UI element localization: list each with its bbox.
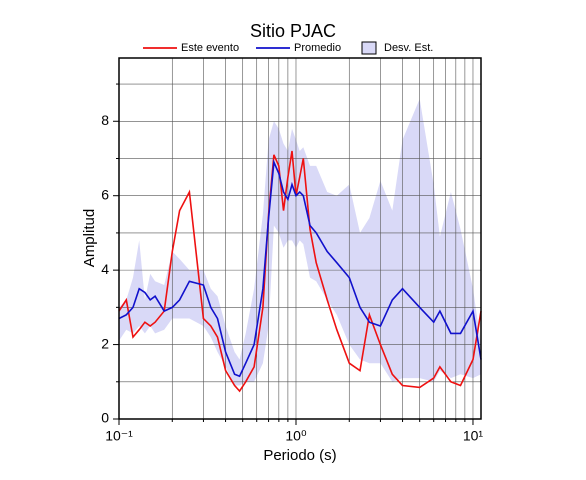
series-line xyxy=(118,150,482,393)
legend-label: Desv. Est. xyxy=(384,42,433,54)
y-tick-label: 8 xyxy=(101,112,109,128)
y-tick-label: 0 xyxy=(101,410,109,426)
plot-frame xyxy=(118,57,482,420)
legend-label: Este evento xyxy=(181,42,239,54)
legend-swatch xyxy=(361,41,377,55)
y-tick-label: 6 xyxy=(101,186,109,202)
x-tick-label: 10⁻¹ xyxy=(105,428,133,444)
legend-label: Promedio xyxy=(294,42,341,54)
y-axis-label: Amplitud xyxy=(81,209,98,267)
x-axis-label: Periodo (s) xyxy=(263,447,336,464)
series-line xyxy=(118,159,482,378)
chart-title: Sitio PJAC xyxy=(250,21,336,41)
std-band xyxy=(119,98,481,386)
x-tick-label: 10¹ xyxy=(463,428,484,444)
y-tick-label: 2 xyxy=(101,335,109,351)
y-tick-label: 4 xyxy=(101,261,109,277)
x-tick-label: 10⁰ xyxy=(285,428,307,444)
